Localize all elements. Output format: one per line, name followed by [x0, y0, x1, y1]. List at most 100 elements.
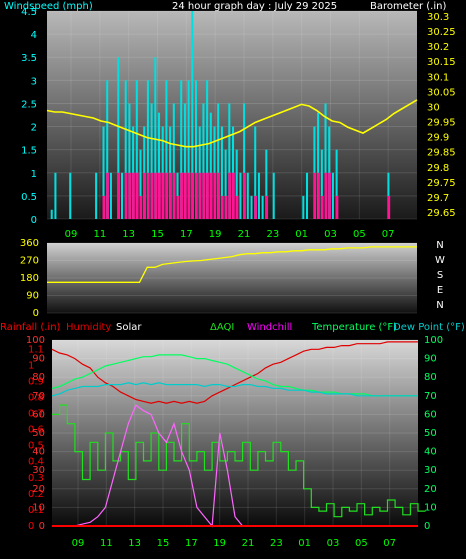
- average-bar: [135, 172, 139, 219]
- average-bar: [217, 172, 220, 219]
- average-bar: [243, 172, 246, 219]
- barometer-y-tick: 30: [427, 102, 440, 113]
- gust-bar: [69, 172, 72, 219]
- barometer-y-tick: 30.25: [427, 27, 456, 38]
- climate-x-tick: 11: [100, 538, 113, 549]
- average-bar: [324, 172, 328, 219]
- wind-x-tick: 15: [151, 229, 164, 240]
- average-bar: [198, 172, 202, 219]
- gust-bar: [172, 103, 175, 219]
- gust-bar: [306, 172, 309, 219]
- gust-bar: [191, 11, 194, 219]
- gust-bar: [335, 149, 338, 219]
- compass-label: E: [437, 285, 443, 296]
- climate-x-tick: 01: [298, 538, 311, 549]
- average-bar: [139, 195, 143, 219]
- average-bar: [202, 172, 206, 219]
- average-bar: [154, 172, 158, 219]
- gust-bar: [324, 103, 327, 219]
- wind-y-tick: 3.5: [21, 53, 37, 64]
- wind-x-tick: 07: [382, 229, 395, 240]
- legend-humidity: Humidity: [66, 322, 111, 333]
- gust-bar: [265, 149, 268, 219]
- gust-bar: [224, 149, 227, 219]
- gust-bar: [158, 112, 161, 219]
- average-bar: [213, 172, 217, 219]
- average-bar: [317, 172, 320, 219]
- gust-bar: [250, 195, 253, 219]
- direction-y-tick: 270: [20, 256, 39, 267]
- rain-y-ticks: 0 0.1 0.2 0.3 0.4 0.5 0.6 0.7 0.8 0.9 1 1.1: [28, 344, 44, 532]
- rain-y-tick: 1: [28, 360, 34, 371]
- rain-y-tick: 0.1: [28, 505, 44, 516]
- average-bar: [320, 195, 324, 219]
- gust-bar: [121, 172, 124, 219]
- wind-x-tick: 23: [266, 229, 279, 240]
- gust-bar: [235, 149, 238, 219]
- average-bar: [209, 172, 213, 219]
- barometer-y-tick: 30.15: [427, 57, 456, 68]
- gust-bar: [228, 103, 231, 219]
- average-bar: [165, 172, 169, 219]
- wind-average-bars: [102, 172, 391, 219]
- rain-y-tick: 0.2: [28, 489, 44, 500]
- gust-bar: [154, 57, 157, 219]
- percent-y-tick: 60: [32, 409, 45, 420]
- wind-x-ticks: 09 11 13 15 17 19 21 23 01 03 05 07: [65, 229, 395, 240]
- barometer-y-tick: 30.1: [427, 72, 449, 83]
- gust-bar: [317, 112, 320, 219]
- wind-x-tick: 01: [295, 229, 308, 240]
- percent-y-tick: 10: [32, 502, 45, 513]
- average-bar: [387, 195, 391, 219]
- temperature-y-tick: 60: [424, 409, 437, 420]
- average-bar: [195, 172, 198, 219]
- gust-bar: [239, 172, 242, 219]
- gust-bar: [146, 80, 149, 219]
- wind-x-tick: 03: [324, 229, 337, 240]
- legend-dewpoint: Dew Point (°F): [393, 322, 465, 333]
- barometer-y-tick: 30.3: [427, 12, 449, 23]
- gust-bar: [95, 172, 98, 219]
- gust-bar: [50, 209, 53, 219]
- gust-bar: [246, 172, 249, 219]
- climate-x-ticks: 09 11 13 15 17 19 21 23 01 03 05 07: [72, 538, 396, 549]
- gust-bar: [217, 103, 220, 219]
- average-bar: [265, 195, 269, 219]
- climate-x-tick: 19: [213, 538, 226, 549]
- gust-bar: [180, 80, 183, 219]
- barometer-y-tick: 29.8: [427, 163, 449, 174]
- series-line-temperature-f: [51, 354, 418, 397]
- temperature-y-tick: 10: [424, 502, 437, 513]
- compass-label: W: [435, 255, 445, 266]
- gust-bar: [243, 103, 246, 219]
- direction-grid: [47, 242, 417, 314]
- wind-y-tick: 2.5: [21, 99, 37, 110]
- percent-y-tick: 40: [32, 447, 45, 458]
- wind-y-tick: 2: [31, 123, 37, 134]
- average-bar: [224, 195, 228, 219]
- gust-bar: [54, 172, 57, 219]
- temperature-y-tick: 80: [424, 372, 437, 383]
- gust-bar: [331, 172, 334, 219]
- average-bar: [124, 172, 128, 219]
- percent-y-tick: 50: [32, 428, 45, 439]
- average-bar: [132, 172, 135, 219]
- average-bar: [328, 172, 331, 219]
- rain-y-tick: 0.8: [28, 392, 44, 403]
- temperature-y-tick: 50: [424, 428, 437, 439]
- wind-x-tick: 11: [93, 229, 106, 240]
- gust-bar: [257, 172, 260, 219]
- series-line-humidity: [51, 341, 418, 404]
- gust-bar: [261, 195, 264, 219]
- barometer-y-tick: 29.7: [427, 193, 449, 204]
- average-bar: [228, 172, 232, 219]
- direction-y-ticks: 0 90 180 270 360: [20, 238, 39, 319]
- gust-bar: [302, 195, 305, 219]
- percent-y-tick: 70: [32, 391, 45, 402]
- rain-y-tick: 1.1: [28, 344, 44, 355]
- barometer-y-tick: 30.2: [427, 42, 449, 53]
- average-bar: [335, 195, 339, 219]
- gust-bar: [102, 126, 105, 219]
- gust-bar: [106, 80, 109, 219]
